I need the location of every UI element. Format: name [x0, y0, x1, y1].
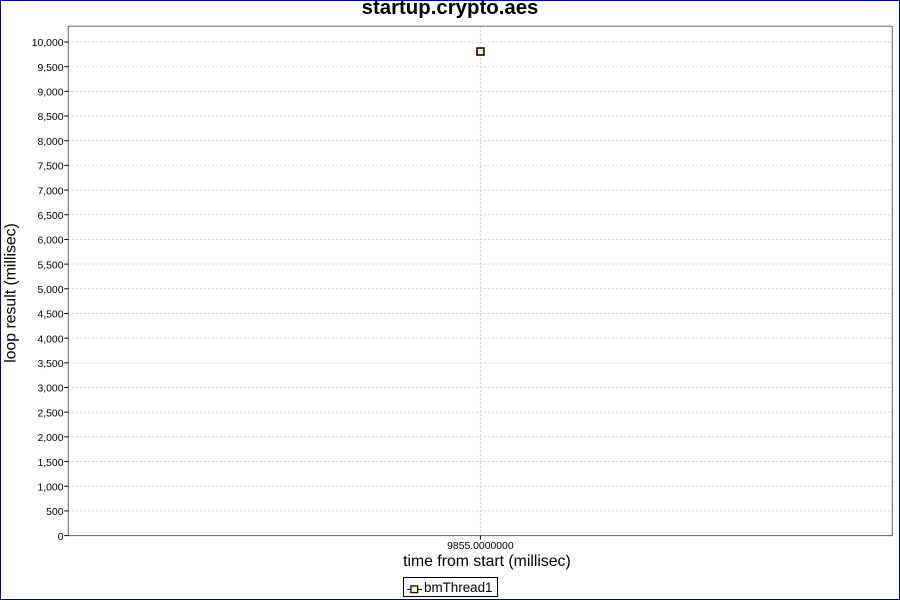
- svg-text:2,500: 2,500: [37, 408, 63, 419]
- svg-text:0: 0: [58, 532, 64, 543]
- svg-text:4,500: 4,500: [37, 310, 63, 321]
- svg-text:4,000: 4,000: [37, 334, 63, 345]
- svg-text:6,500: 6,500: [37, 211, 63, 222]
- svg-text:time from start (millisec): time from start (millisec): [403, 553, 571, 570]
- svg-text:10,000: 10,000: [32, 38, 64, 49]
- svg-text:3,000: 3,000: [37, 384, 63, 395]
- svg-text:2,000: 2,000: [37, 433, 63, 444]
- svg-text:9,500: 9,500: [37, 63, 63, 74]
- svg-text:9,000: 9,000: [37, 88, 63, 99]
- svg-text:7,000: 7,000: [37, 186, 63, 197]
- svg-text:9855.0000000: 9855.0000000: [447, 541, 514, 552]
- svg-text:500: 500: [46, 507, 64, 518]
- svg-text:5,500: 5,500: [37, 260, 63, 271]
- svg-text:8,500: 8,500: [37, 112, 63, 123]
- svg-text:3,500: 3,500: [37, 359, 63, 370]
- svg-text:loop result (millisec): loop result (millisec): [3, 223, 20, 363]
- svg-text:6,000: 6,000: [37, 236, 63, 247]
- svg-text:8,000: 8,000: [37, 137, 63, 148]
- svg-text:5,000: 5,000: [37, 285, 63, 296]
- svg-text:7,500: 7,500: [37, 162, 63, 173]
- svg-text:1,000: 1,000: [37, 482, 63, 493]
- svg-text:1,500: 1,500: [37, 458, 63, 469]
